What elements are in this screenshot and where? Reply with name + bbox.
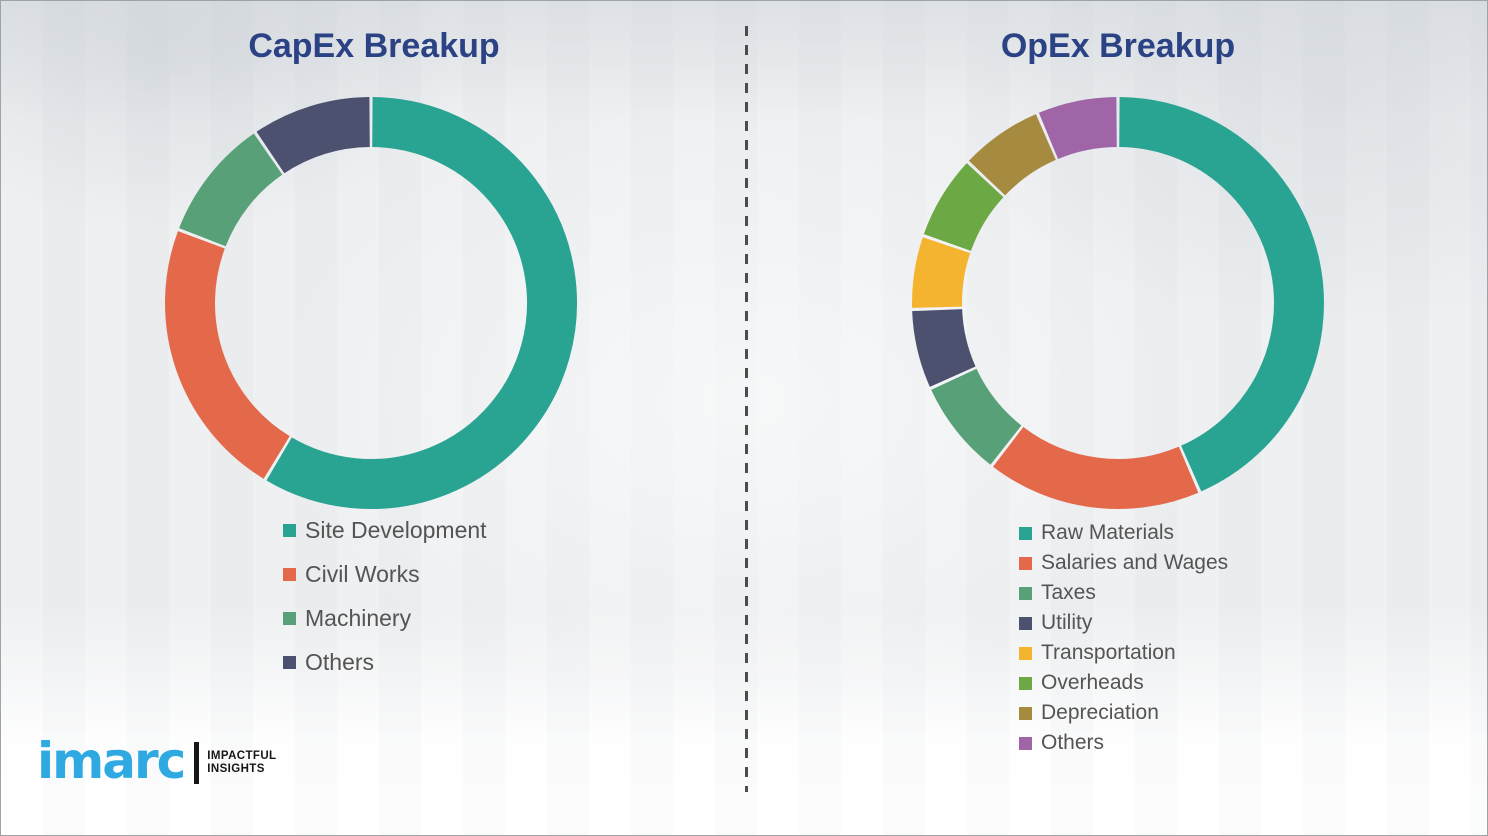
opex-donut-svg (912, 97, 1324, 509)
legend-label-others: Others (1041, 731, 1105, 754)
donut-segment-others (256, 97, 371, 174)
legend-swatch-salaries-and-wages (1019, 556, 1032, 570)
legend-swatch-utility (1019, 616, 1032, 630)
legend-item-machinery: Machinery (283, 596, 487, 640)
legend-label-others: Others (305, 648, 375, 675)
legend-item-taxes: Taxes (1019, 578, 1228, 608)
legend-swatch-others (283, 655, 296, 669)
imarc-wordmark: imarc (37, 732, 186, 790)
donut-segment-machinery (179, 133, 283, 247)
legend-label-overheads: Overheads (1041, 671, 1144, 694)
donut-segment-depreciation (968, 114, 1057, 196)
legend-label-transportation: Transportation (1041, 641, 1176, 664)
legend-label-machinery: Machinery (305, 604, 412, 631)
legend-label-raw-materials: Raw Materials (1041, 521, 1175, 544)
opex-legend: Raw Materials Salaries and Wages Taxes Util… (1019, 518, 1228, 758)
donut-segment-overheads (923, 163, 1004, 252)
legend-swatch-machinery (283, 611, 296, 625)
legend-item-utility: Utility (1019, 608, 1228, 638)
logo-divider-bar (194, 742, 200, 784)
capex-donut-svg (165, 97, 577, 509)
donut-segment-salaries-and-wages (993, 426, 1199, 509)
legend-swatch-overheads (1019, 676, 1032, 690)
legend-label-salaries-and-wages: Salaries and Wages (1041, 551, 1229, 574)
legend-label-taxes: Taxes (1041, 581, 1096, 604)
legend-item-salaries-and-wages: Salaries and Wages (1019, 548, 1228, 578)
donut-segment-transportation (912, 237, 971, 308)
opex-title: OpEx Breakup (1000, 27, 1236, 65)
legend-label-site-development: Site Development (305, 516, 487, 543)
legend-item-raw-materials: Raw Materials (1019, 518, 1228, 548)
opex-donut-chart (911, 96, 1325, 510)
legend-swatch-depreciation (1019, 706, 1032, 720)
capex-donut-chart (164, 96, 578, 510)
legend-swatch-civil-works (283, 567, 296, 581)
donut-segment-others (1038, 97, 1118, 160)
legend-item-others: Others (1019, 728, 1228, 758)
donut-segment-utility (912, 308, 976, 387)
legend-item-depreciation: Depreciation (1019, 698, 1228, 728)
legend-item-site-development: Site Development (283, 508, 487, 552)
divider-dashed-line (745, 26, 748, 792)
capex-panel: CapEx Breakup Site Development Civil Work… (1, 1, 747, 835)
logo-tagline-line1: IMPACTFUL (207, 750, 277, 762)
donut-segment-site-development (266, 97, 577, 509)
legend-label-depreciation: Depreciation (1041, 701, 1159, 724)
imarc-logo: imarc IMPACTFUL INSIGHTS (37, 735, 276, 787)
legend-swatch-others (1019, 736, 1032, 750)
legend-item-transportation: Transportation (1019, 638, 1228, 668)
legend-swatch-raw-materials (1019, 526, 1032, 540)
donut-segment-taxes (931, 368, 1022, 465)
legend-swatch-transportation (1019, 646, 1032, 660)
legend-label-utility: Utility (1041, 611, 1093, 634)
donut-segment-raw-materials (1118, 97, 1324, 492)
opex-panel: OpEx Breakup Raw Materials Salaries and W… (747, 1, 1487, 835)
legend-swatch-site-development (283, 523, 296, 537)
capex-legend: Site Development Civil Works Machinery Othe… (283, 508, 487, 684)
legend-item-overheads: Overheads (1019, 668, 1228, 698)
legend-label-civil-works: Civil Works (305, 560, 420, 587)
legend-item-others: Others (283, 640, 487, 684)
logo-tagline-line2: INSIGHTS (207, 763, 265, 775)
logo-tagline: IMPACTFUL INSIGHTS (207, 750, 276, 776)
capex-title: CapEx Breakup (248, 27, 500, 65)
legend-item-civil-works: Civil Works (283, 552, 487, 596)
legend-swatch-taxes (1019, 586, 1032, 600)
donut-segment-civil-works (165, 231, 291, 479)
